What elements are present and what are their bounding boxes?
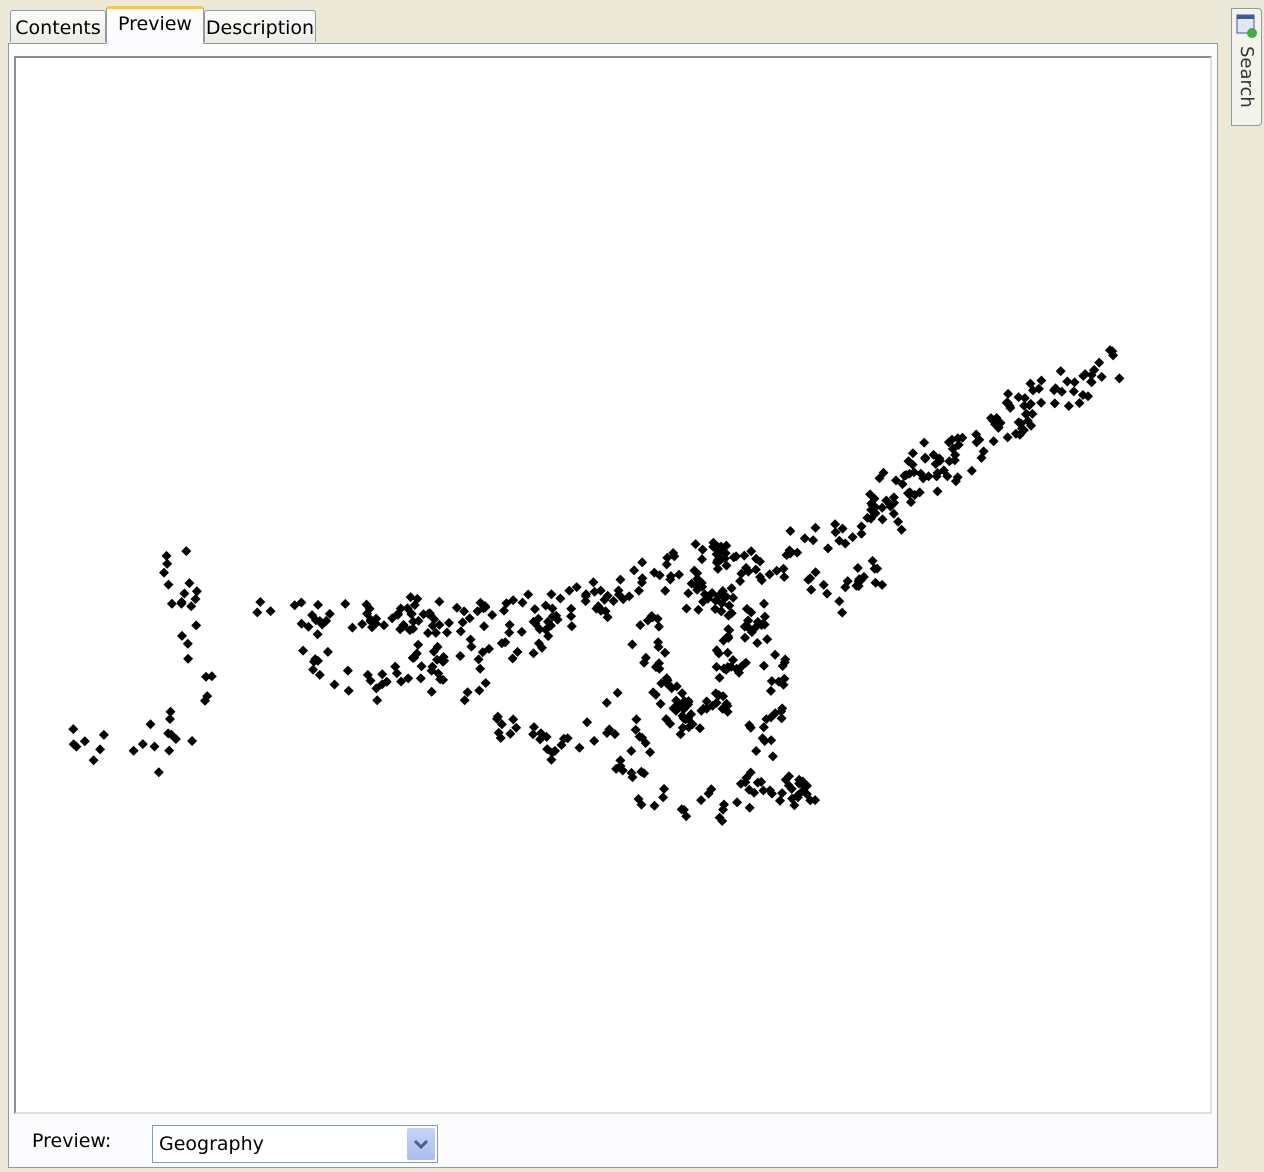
- tab-contents[interactable]: Contents: [10, 10, 106, 42]
- dropdown-value: Geography: [159, 1133, 264, 1155]
- point-features: [68, 345, 1125, 826]
- tab-preview[interactable]: Preview: [106, 6, 204, 44]
- preview-label: Preview:: [32, 1130, 112, 1152]
- search-tab[interactable]: [1231, 8, 1262, 126]
- map-preview: [14, 56, 1212, 1114]
- dropdown-button[interactable]: [407, 1128, 435, 1160]
- chevron: [413, 1139, 429, 1150]
- search-icon: [1236, 14, 1257, 38]
- search-tab-label: Search: [1236, 46, 1257, 108]
- tab-description[interactable]: Description: [204, 10, 316, 42]
- preview-dropdown[interactable]: Geography: [152, 1125, 438, 1163]
- map-canvas: [68, 345, 1125, 826]
